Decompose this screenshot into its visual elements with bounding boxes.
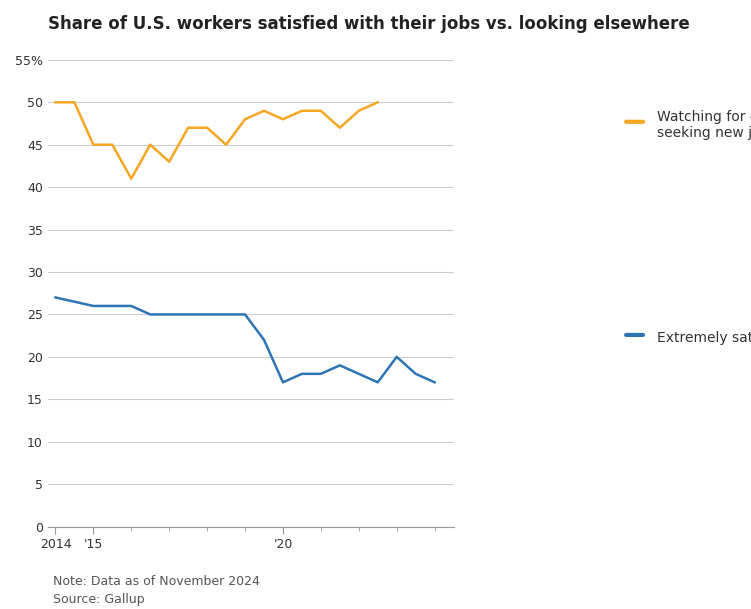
Text: Extremely satisfied: Extremely satisfied: [657, 331, 751, 345]
Text: Watching for or actively
seeking new job: Watching for or actively seeking new job: [657, 110, 751, 140]
Text: Note: Data as of November 2024: Note: Data as of November 2024: [53, 575, 259, 588]
Text: Share of U.S. workers satisfied with their jobs vs. looking elsewhere: Share of U.S. workers satisfied with the…: [48, 15, 689, 33]
Text: Source: Gallup: Source: Gallup: [53, 593, 144, 606]
